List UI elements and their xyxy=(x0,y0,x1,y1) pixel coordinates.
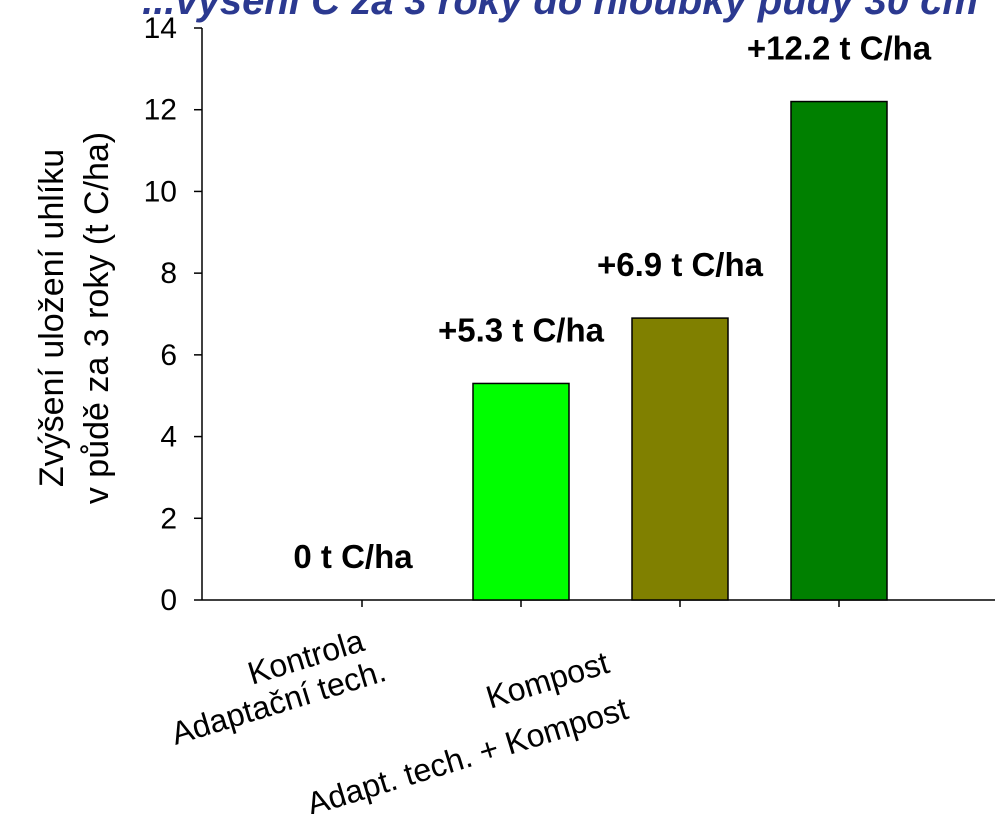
bar xyxy=(472,382,570,601)
data-label: +5.3 t C/ha xyxy=(438,311,605,348)
x-tick-label: Adapt. tech. + Kompost xyxy=(303,690,633,814)
chart-title: ...výšení C za 3 roky do hloubky půdy 30… xyxy=(142,0,978,23)
y-tick-label: 6 xyxy=(160,339,177,372)
bar xyxy=(631,317,729,601)
y-tick-label: 8 xyxy=(160,257,177,290)
y-tick-label: 4 xyxy=(160,421,177,454)
y-axis-label-line-1: Zvýšení uložení uhlíku xyxy=(33,149,71,487)
data-label: +6.9 t C/ha xyxy=(597,246,764,283)
y-tick-label: 0 xyxy=(160,584,177,617)
y-tick-label: 14 xyxy=(144,12,177,45)
y-tick-label: 2 xyxy=(160,502,177,535)
y-tick-label: 10 xyxy=(144,175,177,208)
y-axis-label-line-2: v půdě za 3 roky (t C/ha) xyxy=(78,132,116,504)
bar xyxy=(790,100,888,601)
data-label: 0 t C/ha xyxy=(293,538,413,575)
y-tick-label: 12 xyxy=(144,94,177,127)
data-label: +12.2 t C/ha xyxy=(747,30,932,67)
plot-area: 0 2 4 6 8 10 12 14 0 t C/ha +5.3 t C/ha +6.9 t C/h… xyxy=(144,12,995,814)
